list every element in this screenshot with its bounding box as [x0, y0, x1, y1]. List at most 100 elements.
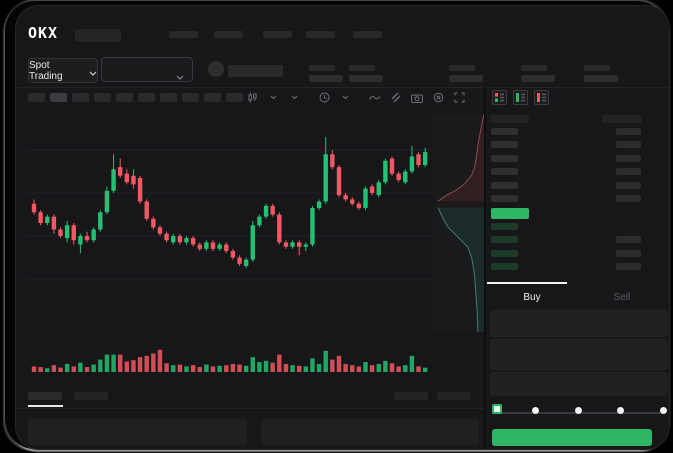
- book-buys-icon[interactable]: [513, 90, 528, 105]
- camera-icon[interactable]: [411, 92, 423, 104]
- volume-bar: [277, 354, 282, 372]
- chevron-down-icon[interactable]: [267, 92, 279, 104]
- volume-bar: [376, 363, 381, 372]
- pair-select[interactable]: [101, 57, 193, 82]
- chevron-down-icon[interactable]: [339, 92, 351, 104]
- volume-bar: [71, 366, 76, 372]
- candles-icon[interactable]: [246, 92, 258, 104]
- candle-body: [336, 167, 342, 196]
- candle-body: [164, 233, 169, 241]
- volume-bar: [157, 349, 163, 372]
- device-frame: OKX Spot Trading: [5, 1, 670, 450]
- clock-icon[interactable]: [318, 92, 330, 104]
- bid-amount-placeholder: [616, 263, 641, 271]
- bottom-panel-left: [28, 419, 247, 445]
- bid-price-placeholder[interactable]: [491, 263, 518, 271]
- okx-logo[interactable]: OKX: [28, 24, 59, 42]
- volume-bar: [270, 362, 275, 372]
- timeframe-button[interactable]: [160, 93, 177, 102]
- slider-stop-dot[interactable]: [659, 407, 667, 414]
- volume-bar: [336, 355, 342, 372]
- volume-bar: [124, 361, 130, 372]
- bottom-action-2-placeholder[interactable]: [437, 392, 471, 400]
- volume-bar: [164, 363, 169, 372]
- last-price-badge[interactable]: [491, 208, 529, 219]
- timeframe-button[interactable]: [50, 93, 67, 102]
- candle-body: [290, 242, 295, 247]
- volume-bar: [197, 367, 202, 372]
- nav-search-placeholder[interactable]: [75, 29, 121, 42]
- ring-icon[interactable]: [432, 92, 444, 104]
- ticker-stat-label-placeholder: [584, 65, 610, 71]
- bottom-active-tab-underline: [28, 405, 63, 407]
- ask-price-placeholder[interactable]: [491, 181, 518, 189]
- candle-body: [237, 257, 242, 264]
- candle-body: [409, 156, 415, 172]
- candlestick-chart[interactable]: [26, 112, 434, 378]
- slider-stop-dot[interactable]: [574, 407, 582, 414]
- candle-body: [177, 235, 183, 243]
- book-both-icon[interactable]: [492, 90, 507, 105]
- nav-item-placeholder[interactable]: [169, 31, 198, 38]
- total-input[interactable]: [490, 372, 668, 396]
- market-type-selector[interactable]: Spot Trading: [28, 58, 98, 83]
- expand-icon[interactable]: [453, 92, 465, 104]
- timeframe-button[interactable]: [28, 93, 45, 102]
- ask-price-placeholder[interactable]: [491, 195, 518, 202]
- book-sells-icon[interactable]: [534, 90, 549, 105]
- timeframe-button[interactable]: [204, 93, 221, 102]
- volume-bar: [64, 363, 70, 372]
- timeframe-button[interactable]: [72, 93, 89, 102]
- volume-bar: [330, 359, 335, 372]
- ticker-stat-label-placeholder: [521, 65, 547, 71]
- nav-item-placeholder[interactable]: [263, 31, 292, 38]
- slider-stop-dot[interactable]: [617, 407, 624, 414]
- tab-sell[interactable]: Sell: [613, 291, 631, 303]
- header-divider: [16, 87, 669, 88]
- chevron-down-icon[interactable]: [288, 92, 300, 104]
- timeframe-button[interactable]: [138, 93, 155, 102]
- bid-price-placeholder[interactable]: [491, 223, 518, 230]
- price-input[interactable]: [490, 310, 668, 337]
- candle-body: [416, 154, 421, 165]
- bottom-tab-1-placeholder[interactable]: [28, 392, 62, 400]
- ask-price-placeholder[interactable]: [491, 168, 518, 176]
- nav-item-placeholder[interactable]: [214, 31, 243, 38]
- amount-input[interactable]: [490, 339, 668, 370]
- nav-item-placeholder[interactable]: [306, 31, 335, 38]
- candle-body: [137, 177, 143, 202]
- depth-chart[interactable]: [433, 114, 484, 332]
- volume-bar: [409, 355, 415, 372]
- candle-body: [396, 173, 401, 181]
- tab-buy[interactable]: Buy: [523, 291, 541, 303]
- layers-icon[interactable]: [390, 92, 402, 104]
- candle-body: [58, 229, 63, 236]
- active-tab-underline: [487, 282, 567, 284]
- bottom-tab-2-placeholder[interactable]: [74, 392, 108, 400]
- timeframe-button[interactable]: [182, 93, 199, 102]
- nav-item-placeholder[interactable]: [353, 31, 382, 38]
- volume-bar: [111, 354, 116, 372]
- ask-amount-placeholder: [616, 154, 641, 162]
- candle-body: [204, 242, 209, 249]
- buy-button[interactable]: [492, 429, 652, 446]
- timeframe-button[interactable]: [226, 93, 243, 102]
- ask-price-placeholder[interactable]: [491, 154, 518, 162]
- bid-price-placeholder[interactable]: [491, 236, 518, 244]
- timeframe-button[interactable]: [94, 93, 111, 102]
- bottom-action-1-placeholder[interactable]: [394, 392, 428, 400]
- timeframe-button[interactable]: [116, 93, 133, 102]
- candle-body: [250, 225, 255, 260]
- candle-body: [297, 242, 302, 247]
- ask-price-placeholder[interactable]: [491, 128, 518, 135]
- bid-price-placeholder[interactable]: [491, 249, 518, 257]
- ask-price-placeholder[interactable]: [491, 141, 518, 149]
- slider-stop-dot[interactable]: [532, 407, 539, 414]
- volume-bar: [237, 364, 242, 372]
- amount-slider[interactable]: [492, 404, 667, 420]
- slider-handle[interactable]: [492, 404, 502, 414]
- volume-bar: [38, 367, 43, 372]
- candle-body: [230, 251, 236, 258]
- volume-bar: [45, 368, 50, 372]
- wave-icon[interactable]: [369, 92, 381, 104]
